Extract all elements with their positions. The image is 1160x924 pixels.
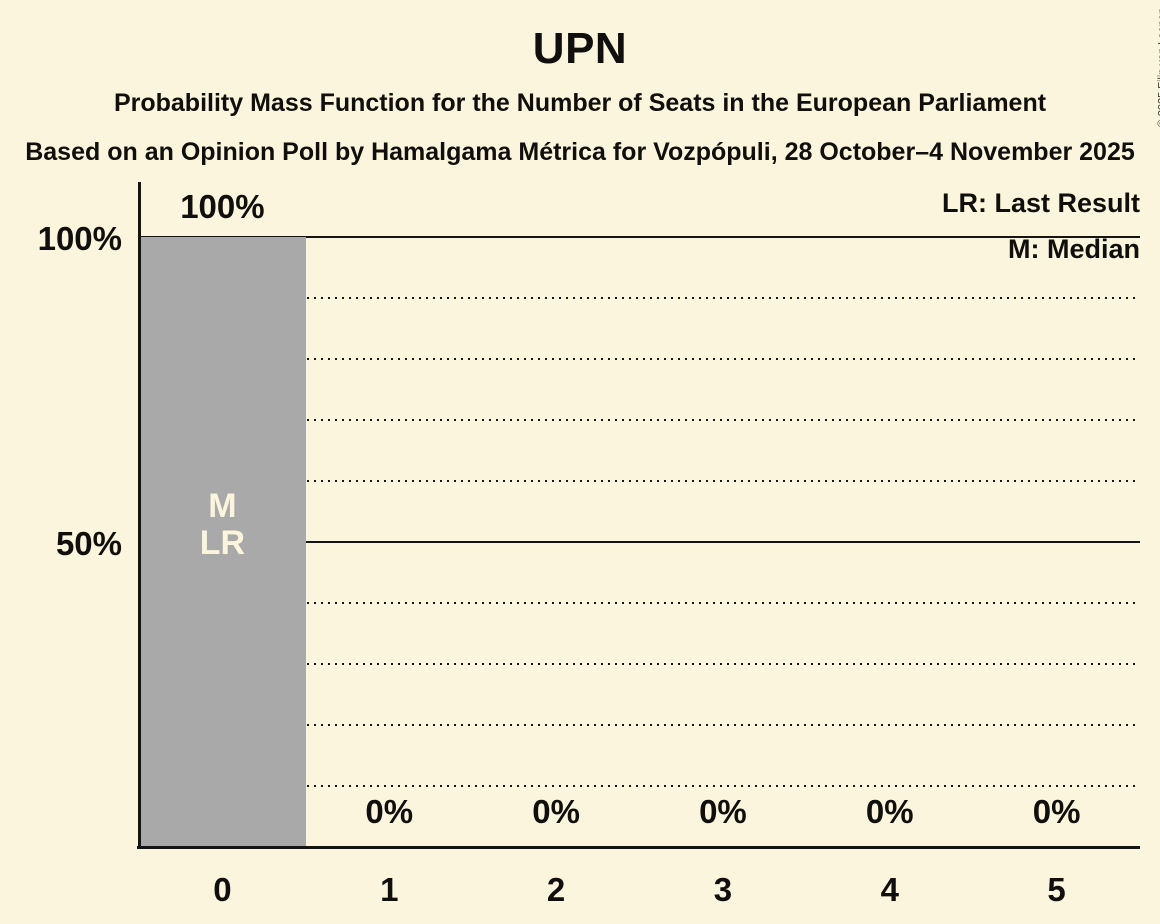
chart-source-line: Based on an Opinion Poll by Hamalgama Mé… (25, 138, 1135, 166)
gridline-dotted (139, 480, 1140, 482)
chart-subtitle: Probability Mass Function for the Number… (113, 89, 1047, 117)
bar-value-label: 0% (865, 793, 914, 830)
gridline-solid (139, 541, 1140, 543)
bar-value-label: 0% (365, 793, 414, 830)
x-tick-label: 0 (213, 871, 232, 908)
bar (139, 237, 306, 847)
bar-annotation: M LR (199, 487, 246, 562)
x-tick-label: 4 (880, 871, 899, 908)
x-tick-label: 3 (713, 871, 733, 908)
bar-value-label: 0% (532, 793, 580, 830)
gridline-dotted (139, 297, 1140, 299)
y-tick-label: 50% (55, 525, 122, 562)
legend-item-median: M: Median (1008, 234, 1140, 264)
y-tick-label: 100% (37, 220, 122, 257)
chart-legend: LR: Last Result M: Median (942, 180, 1140, 272)
bar-value-label: 0% (699, 793, 747, 830)
gridline-dotted (139, 663, 1140, 665)
y-axis-line (138, 182, 141, 849)
gridline-dotted (139, 419, 1140, 421)
x-tick-label: 1 (380, 871, 399, 908)
x-tick-label: 5 (1047, 871, 1066, 908)
gridline-dotted (139, 602, 1140, 604)
gridline-solid (139, 236, 1140, 238)
gridline-dotted (139, 358, 1140, 360)
gridline-dotted (139, 785, 1140, 787)
x-tick-label: 2 (546, 871, 566, 908)
bar-value-label: 100% (180, 188, 265, 225)
x-axis-line (137, 846, 1140, 849)
legend-item-last-result: LR: Last Result (941, 188, 1140, 218)
bar-value-label: 0% (1032, 793, 1081, 830)
gridline-dotted (139, 724, 1140, 726)
chart-title: UPN (532, 24, 628, 73)
